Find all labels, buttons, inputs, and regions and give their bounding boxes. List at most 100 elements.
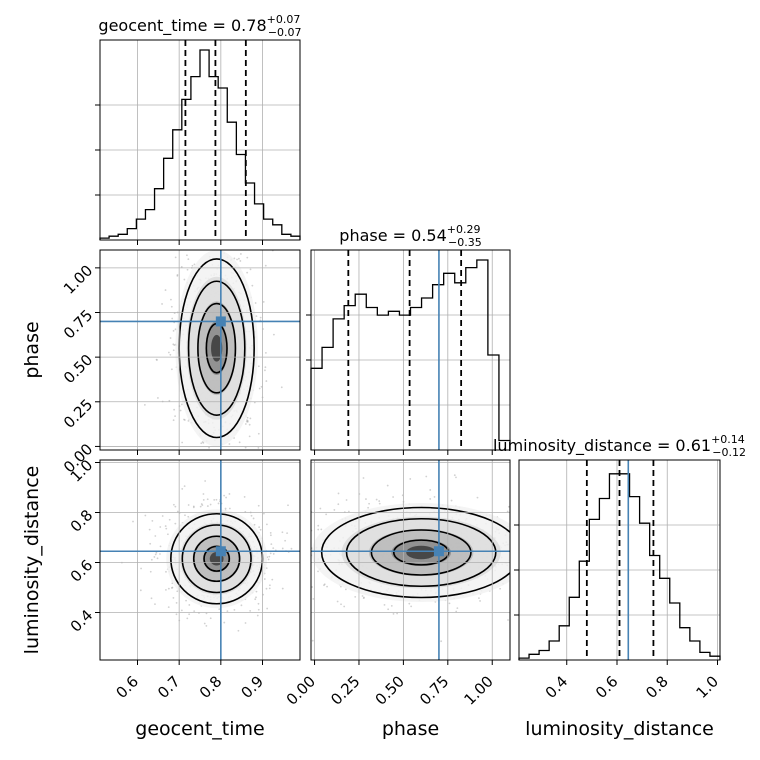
sample-point xyxy=(345,499,348,501)
contour-line xyxy=(181,524,252,594)
sample-point xyxy=(244,622,247,624)
contour-line xyxy=(345,517,497,588)
sample-point xyxy=(260,385,263,388)
title-minus-error: −0.35 xyxy=(448,236,482,249)
sample-point xyxy=(213,498,216,501)
sample-point xyxy=(174,256,177,259)
sample-point xyxy=(265,587,268,590)
sample-point xyxy=(181,246,183,248)
sample-point xyxy=(252,517,255,520)
hist-panel-luminosity_distance: luminosity_distance = 0.61+0.14 −0.12 xyxy=(493,433,746,665)
sample-point xyxy=(170,587,173,589)
sample-point xyxy=(255,596,257,599)
sample-point xyxy=(456,607,459,609)
sample-point xyxy=(165,570,167,573)
sample-point xyxy=(258,526,261,529)
sample-point xyxy=(195,244,197,246)
sample-point xyxy=(170,305,173,308)
sample-point xyxy=(202,499,205,501)
sample-point xyxy=(240,604,243,607)
sample-point xyxy=(255,590,258,593)
sample-point xyxy=(409,478,412,480)
contour-line xyxy=(187,280,246,416)
sample-point xyxy=(479,600,481,602)
sample-point xyxy=(323,584,325,587)
x-tick-label-phase: 0.50 xyxy=(372,672,408,708)
sample-point xyxy=(179,409,182,412)
sample-point xyxy=(169,353,172,356)
sample-point xyxy=(256,614,259,617)
histogram-step-geocent_time xyxy=(99,49,301,240)
sample-point xyxy=(218,608,221,611)
x-axis-label-geocent_time: geocent_time xyxy=(135,718,264,740)
sample-point xyxy=(455,476,457,479)
sample-point xyxy=(184,514,186,517)
sample-point xyxy=(515,509,517,511)
sample-point xyxy=(267,558,270,561)
sample-point xyxy=(172,503,175,506)
sample-point xyxy=(246,271,249,274)
x-tick-label-luminosity_distance: 0.6 xyxy=(592,672,622,702)
sample-point xyxy=(269,552,272,555)
sample-point xyxy=(188,604,191,606)
density-level xyxy=(406,545,437,560)
sample-point xyxy=(159,553,161,555)
sample-point xyxy=(211,451,213,453)
sample-point xyxy=(223,621,226,624)
sample-point xyxy=(238,257,240,260)
sample-point xyxy=(173,344,176,346)
sample-point xyxy=(200,503,203,505)
sample-point xyxy=(257,608,260,611)
sample-point xyxy=(263,578,266,580)
sample-point xyxy=(512,584,514,586)
sample-point xyxy=(344,588,347,591)
sample-point xyxy=(181,488,184,490)
sample-point xyxy=(202,441,205,444)
title-minus-error: −0.07 xyxy=(268,26,302,39)
sample-point xyxy=(187,515,190,518)
sample-point xyxy=(337,503,340,506)
sample-point xyxy=(228,507,231,510)
sample-point xyxy=(243,496,246,498)
sample-point xyxy=(192,505,195,508)
sample-point xyxy=(317,528,320,531)
sample-point xyxy=(181,441,184,444)
y-tick-label-luminosity_distance: 0.6 xyxy=(67,556,97,586)
sample-point xyxy=(149,542,152,545)
panel-content xyxy=(100,244,300,453)
sample-point xyxy=(187,504,190,506)
sample-point xyxy=(378,500,381,502)
sample-point xyxy=(258,387,261,390)
sample-point xyxy=(257,432,260,435)
sample-point xyxy=(161,303,163,305)
sample-point xyxy=(174,415,176,418)
sample-point xyxy=(336,600,339,603)
sample-point xyxy=(193,610,196,613)
density-level xyxy=(211,334,223,362)
sample-point xyxy=(167,587,170,590)
contour-line xyxy=(370,529,472,576)
sample-point xyxy=(176,510,179,513)
sample-point xyxy=(196,244,198,246)
contour-line xyxy=(392,539,450,566)
sample-point xyxy=(429,489,432,491)
title-plus-error: +0.07 xyxy=(267,13,301,26)
sample-point xyxy=(305,569,307,571)
pair-panel-geocent_time-luminosity_distance xyxy=(95,459,301,665)
panel-content xyxy=(100,460,300,660)
sample-point xyxy=(311,639,314,642)
sample-point xyxy=(268,587,271,590)
sample-point xyxy=(511,520,513,522)
sample-point xyxy=(153,556,156,558)
sample-point xyxy=(237,629,240,632)
sample-point xyxy=(368,502,370,505)
sample-point xyxy=(246,419,249,422)
sample-point xyxy=(347,510,350,513)
sample-point xyxy=(174,328,177,331)
sample-point xyxy=(264,264,267,267)
x-tick-label-phase: 0.25 xyxy=(327,672,363,708)
title-value: geocent_time = 0.78 xyxy=(98,16,266,36)
sample-point xyxy=(515,547,517,549)
sample-point xyxy=(323,583,326,586)
sample-point xyxy=(168,399,171,402)
